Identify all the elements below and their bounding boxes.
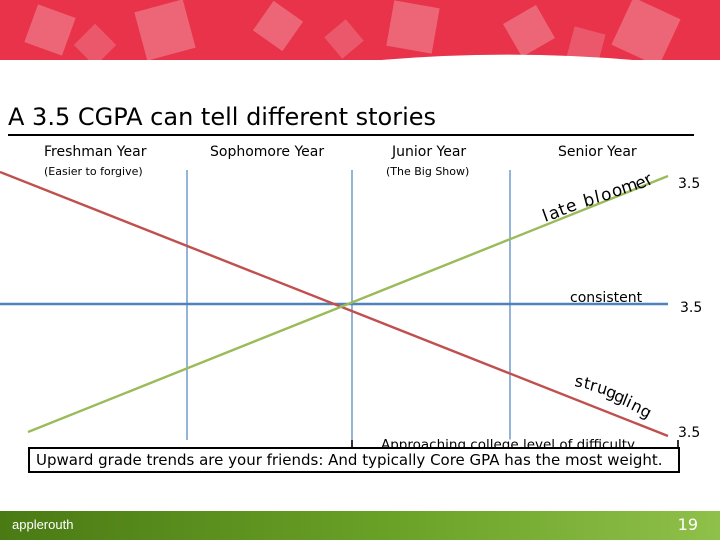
svg-text:i: i — [623, 392, 635, 411]
column-heading-junior: Junior Year — [392, 144, 467, 160]
svg-text:l: l — [593, 187, 602, 208]
slide-title: A 3.5 CGPA can tell different stories — [8, 100, 694, 136]
svg-text:l: l — [620, 390, 631, 409]
svg-text:t: t — [582, 373, 592, 393]
page-number: 19 — [677, 515, 698, 534]
column-heading-sophomore: Sophomore Year — [210, 144, 325, 160]
late-bloomer-end-value: 3.5 — [678, 176, 700, 192]
svg-text:l: l — [540, 206, 551, 226]
struggling-trend-line — [0, 170, 669, 438]
column-sub-freshman: (Easier to forgive) — [44, 165, 143, 178]
svg-text:b: b — [581, 190, 597, 212]
late-bloomer-trend-line — [27, 174, 669, 434]
bottom-bar: applerouth 19 — [0, 511, 720, 540]
svg-text:u: u — [595, 378, 610, 399]
column-sub-junior: (The Big Show) — [386, 165, 470, 178]
column-heading-freshman: Freshman Year — [44, 144, 147, 160]
struggling-label: s t r u g g l i n g — [573, 371, 655, 422]
footer-note: Upward grade trends are your friends: An… — [28, 447, 680, 473]
svg-text:s: s — [573, 371, 585, 391]
struggling-end-value: 3.5 — [678, 425, 700, 441]
svg-text:o: o — [610, 180, 624, 202]
svg-text:r: r — [588, 375, 599, 395]
header-banner — [0, 0, 720, 96]
brand-logo-text: applerouth — [12, 517, 74, 532]
column-heading-senior: Senior Year — [558, 144, 637, 160]
consistent-label: consistent — [570, 290, 643, 306]
svg-text:o: o — [599, 184, 613, 206]
svg-text:m: m — [618, 175, 640, 199]
late-bloomer-label: l a t e b l o o m e r — [540, 170, 657, 227]
consistent-end-value: 3.5 — [680, 300, 702, 316]
